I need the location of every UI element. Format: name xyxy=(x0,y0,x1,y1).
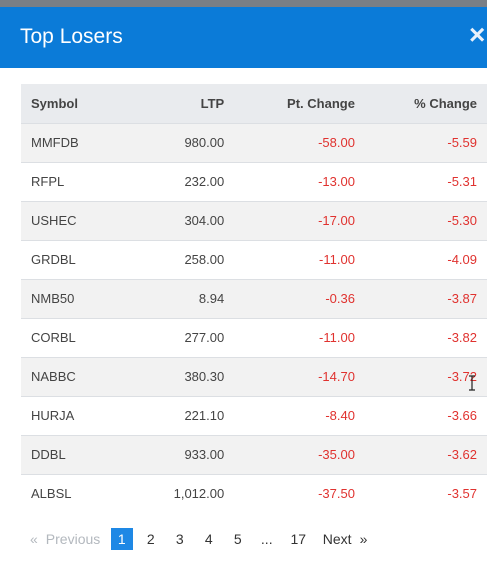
pt-change-cell: -37.50 xyxy=(318,486,355,502)
pct-change-cell: -4.09 xyxy=(447,252,477,267)
ltp-cell: 380.30 xyxy=(184,369,225,384)
symbol-cell[interactable]: NMB50 xyxy=(31,291,75,306)
table-row[interactable]: RFPL 232.00 -13.00 -5.31 xyxy=(21,162,487,201)
pt-change-cell: -11.00 xyxy=(319,330,355,345)
ltp-cell: 8.94 xyxy=(198,291,225,306)
pt-change-cell: -35.00 xyxy=(318,447,355,462)
page-ellipsis: ... xyxy=(260,531,273,547)
pt-change-cell: -11.00 xyxy=(319,252,355,267)
modal-title: Top Losers xyxy=(20,25,123,48)
column-header-ltp[interactable]: LTP xyxy=(200,95,225,111)
ltp-cell: 980.00 xyxy=(184,135,225,150)
symbol-cell[interactable]: CORBL xyxy=(31,330,76,345)
table-row[interactable]: USHEC 304.00 -17.00 -5.30 xyxy=(21,201,487,240)
ltp-cell: 258.00 xyxy=(184,252,225,267)
page-button-4[interactable]: 4 xyxy=(204,531,213,547)
pt-change-cell: -58.00 xyxy=(318,135,355,150)
column-header-pct-change[interactable]: % Change xyxy=(414,95,477,111)
table-row[interactable]: CORBL 277.00 -11.00 -3.82 xyxy=(21,318,487,357)
pct-change-cell: -3.87 xyxy=(447,291,477,306)
table-row[interactable]: NABBC 380.30 -14.70 -3.72 xyxy=(21,357,487,396)
pt-change-cell: -8.40 xyxy=(325,408,355,423)
column-header-symbol[interactable]: Symbol xyxy=(31,95,78,111)
pct-change-cell: -3.62 xyxy=(447,447,477,462)
ltp-cell: 221.10 xyxy=(184,408,225,423)
symbol-cell[interactable]: DDBL xyxy=(31,447,66,462)
pct-change-cell: -5.31 xyxy=(447,174,477,189)
table-row[interactable]: MMFDB 980.00 -58.00 -5.59 xyxy=(21,123,487,162)
pt-change-cell: -13.00 xyxy=(318,174,355,189)
symbol-cell[interactable]: USHEC xyxy=(31,213,77,228)
page-button-1[interactable]: 1 xyxy=(110,528,133,550)
ltp-cell: 933.00 xyxy=(184,447,225,462)
previous-arrow-icon: « xyxy=(30,531,38,547)
page-button-3[interactable]: 3 xyxy=(175,531,184,547)
pct-change-cell: -5.59 xyxy=(447,135,477,150)
pagination: « Previous 1 2 3 4 5 ... 17 Next » xyxy=(30,527,367,551)
page-button-17[interactable]: 17 xyxy=(290,531,307,547)
modal-header: Top Losers × xyxy=(0,7,487,68)
table-header-row: Symbol LTP Pt. Change % Change xyxy=(21,84,487,123)
symbol-cell[interactable]: RFPL xyxy=(31,174,65,189)
pct-change-cell: -3.57 xyxy=(447,486,477,502)
ltp-cell: 1,012.00 xyxy=(173,486,225,502)
column-header-pt-change[interactable]: Pt. Change xyxy=(287,95,355,111)
symbol-cell[interactable]: GRDBL xyxy=(31,252,76,267)
next-button[interactable]: Next xyxy=(322,531,352,547)
text-cursor-icon xyxy=(469,375,475,391)
symbol-cell[interactable]: NABBC xyxy=(31,369,76,384)
next-arrow-icon: » xyxy=(359,531,368,547)
symbol-cell[interactable]: ALBSL xyxy=(31,486,72,502)
pct-change-cell: -5.30 xyxy=(447,213,477,228)
ltp-cell: 304.00 xyxy=(184,213,225,228)
top-losers-table: Symbol LTP Pt. Change % Change MMFDB 980… xyxy=(21,84,487,513)
previous-button[interactable]: Previous xyxy=(45,531,101,547)
symbol-cell[interactable]: HURJA xyxy=(31,408,75,423)
close-icon[interactable]: × xyxy=(469,21,486,49)
modal-body: Symbol LTP Pt. Change % Change MMFDB 980… xyxy=(0,68,487,568)
pt-change-cell: -0.36 xyxy=(325,291,355,306)
page-button-2[interactable]: 2 xyxy=(146,531,155,547)
pct-change-cell: -3.82 xyxy=(447,330,477,345)
ltp-cell: 232.00 xyxy=(184,174,225,189)
table-row[interactable]: GRDBL 258.00 -11.00 -4.09 xyxy=(21,240,487,279)
page-button-5[interactable]: 5 xyxy=(233,531,242,547)
pt-change-cell: -14.70 xyxy=(318,369,355,384)
symbol-cell[interactable]: MMFDB xyxy=(31,135,79,150)
table-row[interactable]: HURJA 221.10 -8.40 -3.66 xyxy=(21,396,487,435)
ltp-cell: 277.00 xyxy=(184,330,225,345)
table-row[interactable]: NMB50 8.94 -0.36 -3.87 xyxy=(21,279,487,318)
table-row[interactable]: DDBL 933.00 -35.00 -3.62 xyxy=(21,435,487,474)
table-row[interactable]: ALBSL 1,012.00 -37.50 -3.57 xyxy=(21,474,487,513)
pt-change-cell: -17.00 xyxy=(318,213,355,228)
pct-change-cell: -3.66 xyxy=(447,408,477,423)
pct-change-cell: -3.72 xyxy=(447,369,477,384)
